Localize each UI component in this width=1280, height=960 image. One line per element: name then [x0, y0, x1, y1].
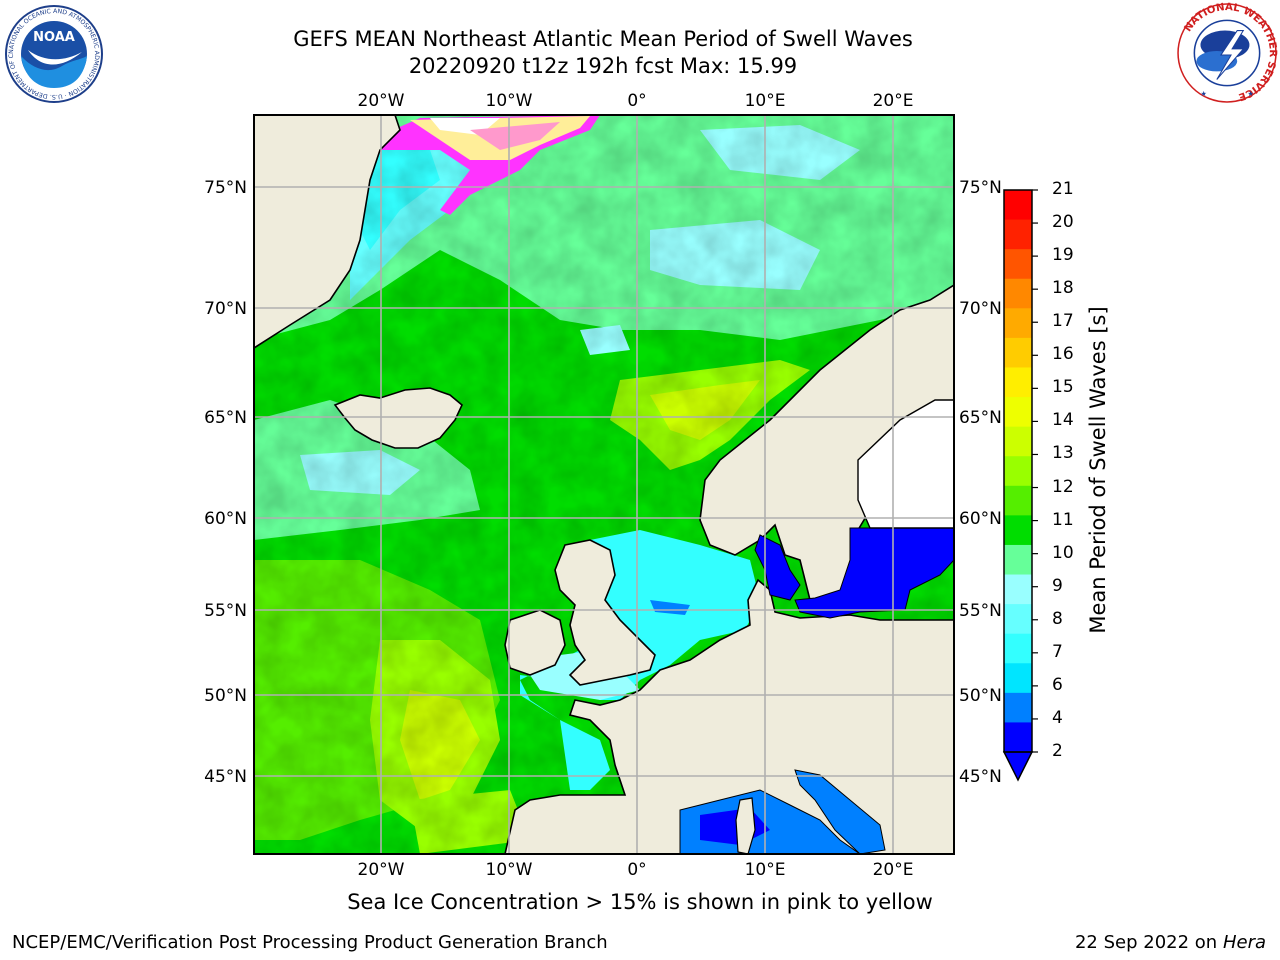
lon-label-top: 20°E — [873, 91, 914, 111]
lat-label-right: 50°N — [959, 686, 1002, 706]
colorbar-tick-label: 9 — [1052, 575, 1063, 596]
iceland — [333, 387, 463, 449]
chart-title: GEFS MEAN Northeast Atlantic Mean Period… — [293, 27, 913, 51]
colorbar-segment — [1004, 278, 1032, 309]
lat-label-right: 75°N — [959, 178, 1002, 198]
colorbar — [1002, 189, 1038, 782]
lon-label-top: 10°E — [745, 91, 786, 111]
lon-label-top: 10°W — [486, 91, 533, 111]
colorbar-segment — [1004, 722, 1032, 753]
colorbar-tick-label: 20 — [1052, 212, 1074, 233]
graticule — [254, 115, 954, 854]
colorbar-tick-label: 4 — [1052, 707, 1063, 728]
colorbar-tick-label: 13 — [1052, 443, 1074, 464]
colorbar-segment — [1004, 633, 1032, 664]
colorbar-segment — [1004, 574, 1032, 605]
colorbar-frame — [1003, 189, 1033, 753]
colorbar-tick-label: 15 — [1052, 377, 1074, 398]
footer-date: 22 Sep 2022 on Hera — [1074, 932, 1266, 953]
colorbar-segment — [1004, 367, 1032, 398]
lon-label-bottom: 20°E — [873, 860, 914, 880]
colorbar-tick-label: 11 — [1052, 509, 1074, 530]
adriatic-swell — [794, 769, 886, 854]
lat-label-left: 60°N — [204, 509, 247, 529]
colorbar-segment — [1004, 337, 1032, 368]
colorbar-segment — [1004, 544, 1032, 576]
colorbar-tick-label: 7 — [1052, 641, 1063, 662]
colorbar-tick-label: 16 — [1052, 344, 1074, 365]
colorbar-segment — [1004, 249, 1032, 280]
colorbar-extend-arrow — [1002, 751, 1034, 782]
lat-label-left: 65°N — [204, 408, 247, 428]
colorbar-tick-label: 8 — [1052, 608, 1063, 629]
colorbar-segment — [1004, 426, 1032, 457]
lon-label-top: 20°W — [358, 91, 405, 111]
lon-label-top: 0° — [627, 91, 646, 111]
colorbar-segment — [1004, 397, 1032, 428]
lat-label-left: 75°N — [204, 178, 247, 198]
lat-label-right: 60°N — [959, 509, 1002, 529]
lat-label-right: 70°N — [959, 299, 1002, 319]
sea-ice-pink — [470, 122, 560, 150]
sea-ice-caption: Sea Ice Concentration > 15% is shown in … — [347, 890, 933, 914]
lat-label-left: 70°N — [204, 299, 247, 319]
lat-label-left: 55°N — [204, 601, 247, 621]
colorbar-tick-label: 10 — [1052, 542, 1074, 563]
lon-label-bottom: 10°E — [745, 860, 786, 880]
colorbar-tick-label: 21 — [1052, 179, 1074, 199]
baltic-sea-swell — [794, 527, 954, 619]
lat-label-left: 45°N — [204, 767, 247, 787]
noaa-logo: NATIONAL OCEANIC AND ATMOSPHERIC ADMINIS… — [4, 4, 103, 103]
colorbar-tick-label: 14 — [1052, 410, 1074, 431]
colorbar-tick-label: 2 — [1052, 741, 1063, 761]
colorbar-title: Mean Period of Swell Waves [s] — [1086, 306, 1110, 634]
colorbar-segment — [1004, 692, 1032, 723]
colorbar-segment — [1004, 219, 1032, 250]
colorbar-segment — [1004, 456, 1032, 487]
colorbar-segment — [1004, 604, 1032, 635]
lat-label-right: 55°N — [959, 601, 1002, 621]
lon-label-bottom: 20°W — [358, 860, 405, 880]
colorbar-tick-label: 12 — [1052, 476, 1074, 497]
map-frame — [253, 114, 955, 855]
footer-credit: NCEP/EMC/Verification Post Processing Pr… — [12, 932, 608, 953]
landmasses — [254, 115, 954, 854]
lat-label-right: 45°N — [959, 767, 1002, 787]
colorbar-tick-label: 18 — [1052, 278, 1074, 299]
lon-label-bottom: 0° — [627, 860, 646, 880]
lon-label-bottom: 10°W — [486, 860, 533, 880]
lat-label-right: 65°N — [959, 408, 1002, 428]
north-sea-low — [650, 600, 690, 615]
colorbar-tick-label: 19 — [1052, 245, 1074, 266]
noaa-logo-text: NOAA — [33, 30, 75, 45]
lat-label-left: 50°N — [204, 686, 247, 706]
svg-text:★: ★ — [1247, 89, 1253, 98]
colorbar-segment — [1004, 485, 1032, 516]
corsica-sardinia — [735, 797, 756, 854]
greenland — [254, 115, 401, 349]
chart-subtitle: 20220920 t12z 192h fcst Max: 15.99 — [408, 54, 798, 78]
ireland — [504, 609, 566, 676]
colorbar-segment — [1004, 308, 1032, 339]
svg-text:★: ★ — [1200, 89, 1206, 98]
nws-logo: NATIONAL WEATHER SERVICE ★ ★ — [1177, 2, 1278, 103]
kattegat-swell — [754, 534, 801, 601]
colorbar-segment — [1004, 515, 1032, 546]
colorbar-segment — [1004, 190, 1032, 221]
great-britain — [554, 539, 656, 686]
colorbar-tick-label: 6 — [1052, 674, 1063, 695]
colorbar-tick-label: 17 — [1052, 311, 1074, 332]
colorbar-segment — [1004, 663, 1032, 694]
continental-europe — [504, 578, 954, 854]
